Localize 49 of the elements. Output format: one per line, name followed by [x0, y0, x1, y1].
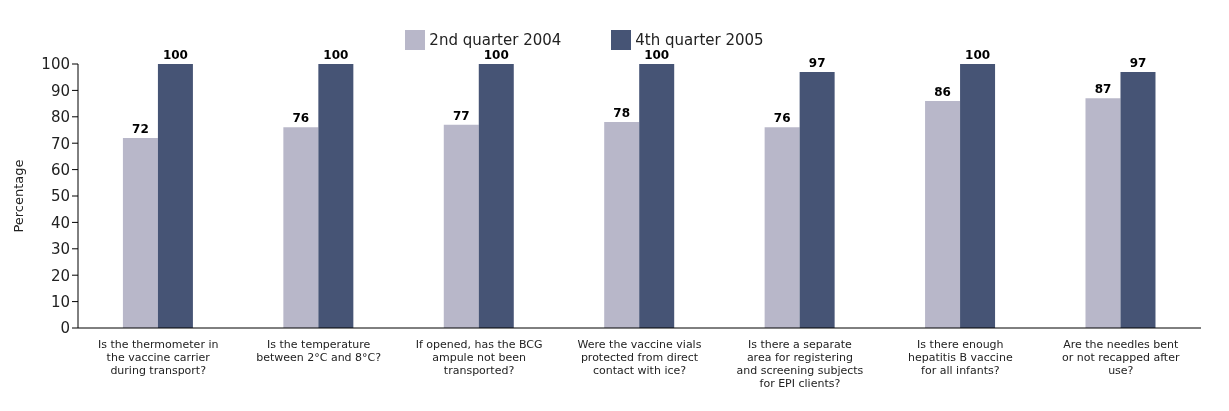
bar	[157, 64, 193, 328]
data-label: 97	[1129, 55, 1147, 70]
legend-label: 2nd quarter 2004	[429, 30, 562, 49]
y-tick-label: 70	[50, 134, 70, 153]
data-label: 100	[644, 48, 670, 62]
y-tick-label: 60	[50, 160, 70, 179]
y-tick-label: 10	[50, 292, 70, 311]
data-label: 86	[934, 84, 951, 99]
x-tick-label: If opened, has the BCG ampule not been transported?	[415, 338, 543, 377]
y-tick-label: 50	[50, 187, 70, 206]
y-tick-label: 100	[41, 55, 70, 74]
data-label: 78	[613, 106, 631, 121]
bar	[925, 100, 961, 328]
y-tick-label: 90	[50, 81, 70, 100]
data-label: 100	[483, 48, 509, 62]
x-tick-label: Is the temperature between 2°C and 8°C?	[256, 338, 382, 364]
data-label: 72	[132, 121, 149, 136]
bar	[639, 64, 675, 328]
y-tick-label: 20	[50, 266, 70, 285]
bar	[1085, 98, 1121, 328]
data-label: 87	[1094, 82, 1112, 97]
data-label: 97	[808, 55, 826, 70]
bar	[122, 137, 158, 328]
x-tick-label: Is there a separate area for registering and screening subjects for EPI clients?	[736, 338, 864, 390]
x-tick-label: Were the vaccine vials protected from direct contact with ice?	[577, 338, 702, 377]
data-label: 100	[323, 48, 349, 62]
bar	[604, 122, 640, 328]
bar	[283, 127, 319, 328]
y-tick-label: 80	[50, 108, 70, 127]
bar	[960, 64, 996, 328]
bar	[318, 64, 354, 328]
bar	[764, 127, 800, 328]
bar	[1120, 71, 1156, 328]
data-label: 76	[292, 111, 310, 126]
x-tick-label: Is there enough hepatitis B vaccine for all infants?	[908, 338, 1013, 377]
legend-label: 4th quarter 2005	[635, 30, 764, 49]
y-axis-title: Percentage	[10, 159, 26, 233]
data-label: 77	[452, 108, 470, 123]
bar	[443, 124, 479, 328]
y-tick-label: 0	[60, 319, 70, 338]
y-tick-label: 30	[50, 240, 70, 259]
data-label: 76	[773, 111, 791, 126]
y-tick-label: 40	[50, 213, 70, 232]
data-label: 100	[162, 48, 188, 62]
bar	[799, 71, 835, 328]
bar	[478, 64, 514, 328]
x-tick-label: Is the thermometer in the vaccine carrier during transport?	[97, 338, 219, 377]
x-tick-label: Are the needles bent or not recapped after use?	[1062, 338, 1180, 377]
data-label: 100	[965, 48, 991, 62]
